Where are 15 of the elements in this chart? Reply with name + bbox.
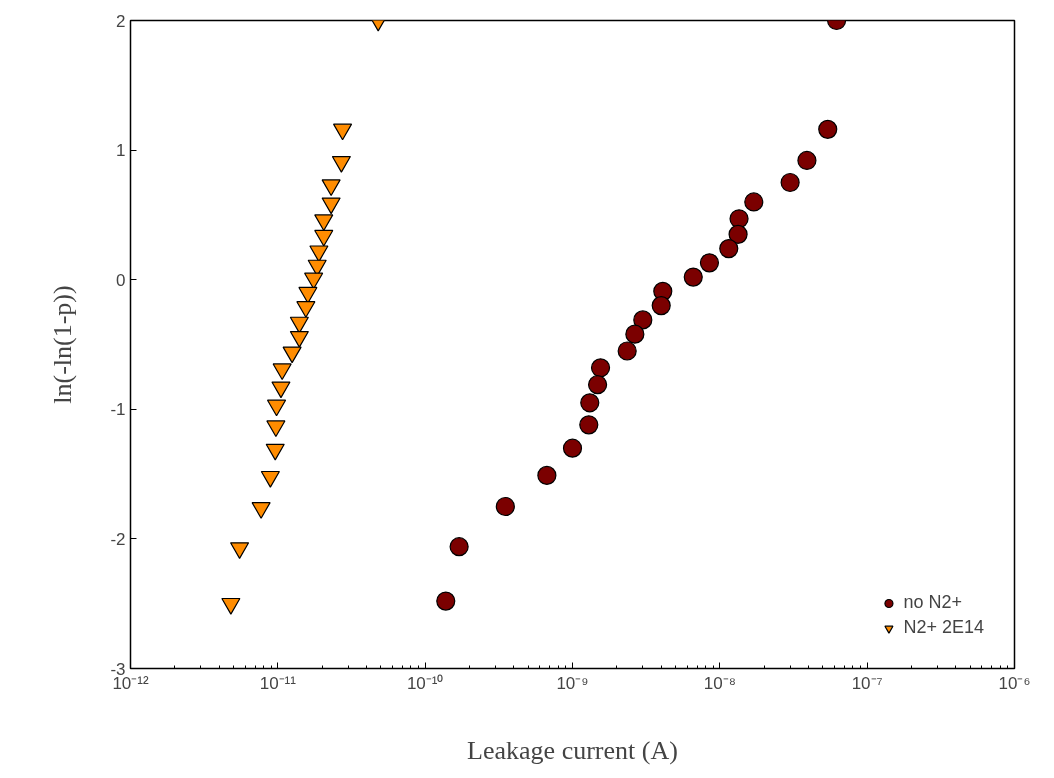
x-axis-title: Leakage current (A) [467, 735, 678, 765]
y-tick-label: -1 [110, 400, 126, 420]
y-tick-label: 2 [116, 11, 126, 31]
y-tick-label: 0 [116, 270, 126, 290]
x-tick-label: 10⁻⁹ [556, 673, 589, 693]
y-axis-title: ln(-ln(1-p)) [48, 285, 78, 404]
x-tick-label: 10⁻¹¹ [259, 673, 297, 693]
legend-label: no N2+ [903, 592, 962, 613]
x-tick-label: 10⁻⁷ [851, 673, 883, 693]
x-tick-label: 10⁻¹⁰ [406, 673, 444, 693]
legend-label: N2+ 2E14 [903, 617, 984, 638]
y-tick-label: -2 [110, 529, 126, 549]
x-tick-label: 10⁻⁶ [998, 673, 1031, 693]
y-tick-label: 1 [116, 141, 126, 161]
x-tick-label: 10⁻⁸ [703, 673, 736, 693]
